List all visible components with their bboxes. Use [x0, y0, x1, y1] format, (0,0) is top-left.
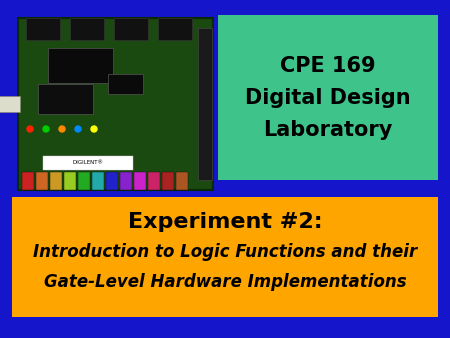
Text: Laboratory: Laboratory [263, 120, 393, 140]
Bar [218, 15, 438, 180]
Bar [50, 172, 62, 190]
Bar [106, 172, 118, 190]
Bar [22, 172, 34, 190]
Bar [158, 18, 192, 40]
Bar [162, 172, 174, 190]
Bar [92, 172, 104, 190]
Text: Experiment #2:: Experiment #2: [128, 212, 322, 232]
Bar [148, 172, 160, 190]
Text: DIGILENT®: DIGILENT® [72, 161, 104, 166]
Bar [78, 172, 90, 190]
Circle shape [75, 126, 81, 132]
Text: Gate-Level Hardware Implementations: Gate-Level Hardware Implementations [44, 273, 406, 291]
Bar [43, 156, 133, 170]
Bar [12, 197, 438, 317]
Bar [198, 28, 212, 180]
Text: CPE 169: CPE 169 [280, 55, 376, 75]
Bar [120, 172, 132, 190]
Bar [176, 172, 188, 190]
Circle shape [59, 126, 65, 132]
Bar [114, 18, 148, 40]
Bar [38, 84, 93, 114]
Bar [70, 18, 104, 40]
Circle shape [91, 126, 97, 132]
Text: Digital Design: Digital Design [245, 88, 411, 107]
Bar [0, 96, 20, 112]
Text: Introduction to Logic Functions and their: Introduction to Logic Functions and thei… [33, 243, 417, 261]
Bar [26, 18, 60, 40]
Bar [18, 18, 213, 190]
Bar [36, 172, 48, 190]
Bar [108, 74, 143, 94]
Bar [134, 172, 146, 190]
Bar [64, 172, 76, 190]
Bar [48, 48, 113, 83]
Circle shape [27, 126, 33, 132]
Circle shape [43, 126, 49, 132]
